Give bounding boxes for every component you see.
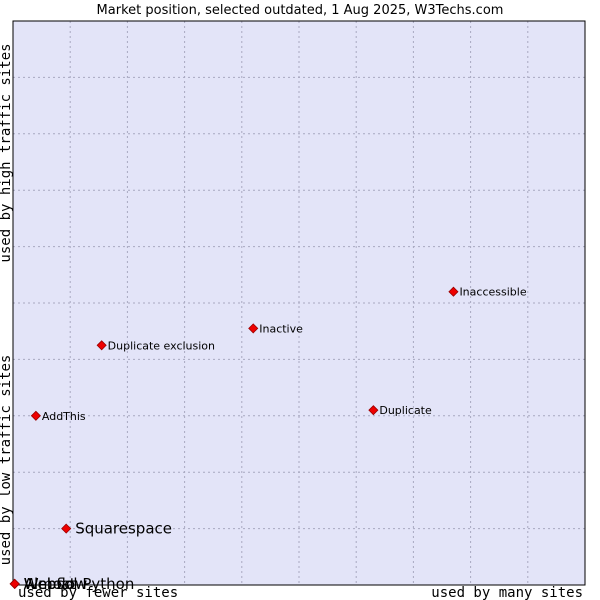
data-point: AddThis <box>30 410 86 423</box>
y-axis-low-label: used by low traffic sites <box>0 355 14 566</box>
point-marker <box>61 523 72 534</box>
point-label: AddThis <box>42 410 86 423</box>
x-axis-high-label: used by many sites <box>431 585 583 600</box>
data-point: Inaccessible <box>448 286 527 299</box>
data-point: Duplicate <box>368 404 432 417</box>
point-marker <box>448 286 459 297</box>
point-label: Inaccessible <box>459 286 526 299</box>
plot-border <box>12 20 586 586</box>
data-point: Duplicate exclusion <box>96 339 215 352</box>
data-point: Inactive <box>248 322 303 335</box>
point-label: Squarespace <box>75 520 172 538</box>
point-marker <box>248 323 259 334</box>
point-label: Duplicate exclusion <box>108 339 215 352</box>
point-marker <box>96 340 107 351</box>
point-label: Websol Python <box>24 575 135 593</box>
data-points: Inaccessible Inactive Duplicate exclusion D… <box>9 286 527 593</box>
point-label: Webflow <box>24 575 88 593</box>
point-label: Almost <box>24 575 76 593</box>
data-point: Squarespace <box>61 520 172 538</box>
chart-title: Market position, selected outdated, 1 Au… <box>97 3 504 18</box>
point-marker <box>9 578 20 589</box>
grid-lines <box>13 21 585 585</box>
point-marker <box>368 405 379 416</box>
x-axis-low-label: used by fewer sites <box>18 585 178 600</box>
point-label: Inactive <box>259 322 303 335</box>
point-label: Duplicate <box>379 404 432 417</box>
data-point: Websol Python <box>9 575 135 593</box>
y-axis-high-label: used by high traffic sites <box>0 43 14 262</box>
point-marker <box>30 410 41 421</box>
